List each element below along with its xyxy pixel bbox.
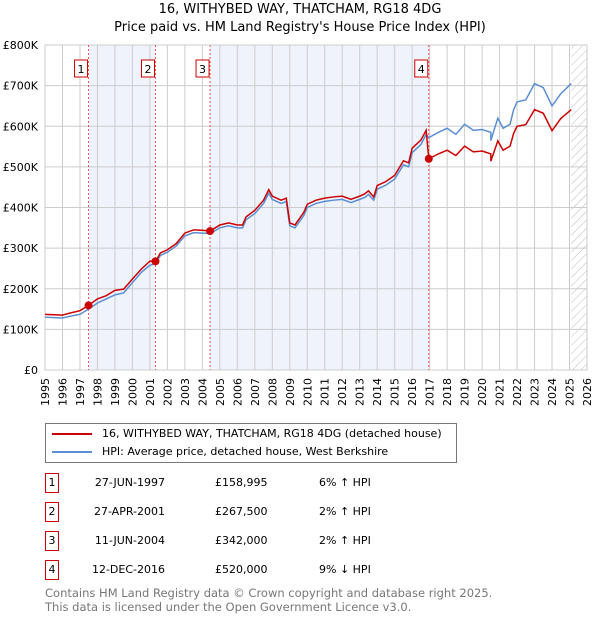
sale-point: [151, 257, 160, 266]
sale-hpi-diff: 2% ↑ HPI: [319, 534, 371, 547]
sale-point: [206, 227, 215, 236]
sale-date: 27-JUN-1997: [94, 476, 165, 489]
x-tick-label: 2019: [459, 378, 472, 406]
sale-hpi-diff: 2% ↑ HPI: [319, 505, 371, 518]
sale-number-badge: 3: [45, 531, 59, 551]
sale-date: 27-APR-2001: [93, 505, 165, 518]
x-tick-label: 2026: [581, 378, 594, 406]
sale-number-badge: 2: [45, 502, 59, 522]
sale-number-box: [414, 59, 429, 78]
sale-number-label: 2: [144, 63, 151, 76]
y-tick-label: £400K: [3, 202, 39, 215]
sale-hpi-diff: 9% ↓ HPI: [319, 563, 371, 576]
sale-price: £520,000: [215, 563, 268, 576]
sale-number-label: 3: [199, 63, 206, 76]
x-tick-label: 2010: [301, 378, 314, 406]
x-tick-label: 1997: [74, 378, 87, 406]
sale-date: 11-JUN-2004: [94, 534, 165, 547]
footer-licence: This data is licensed under the Open Gov…: [45, 600, 412, 614]
legend-label: HPI: Average price, detached house, West…: [102, 445, 389, 458]
x-tick-label: 2022: [511, 378, 524, 406]
legend-swatch-blue: [52, 451, 92, 453]
x-tick-label: 2011: [319, 378, 332, 406]
y-tick-label: £300K: [3, 242, 39, 255]
sale-number-label: 1: [78, 63, 85, 76]
y-tick-label: £700K: [3, 80, 39, 93]
sale-price: £342,000: [215, 534, 268, 547]
x-tick-label: 2003: [179, 378, 192, 406]
x-tick-label: 1995: [39, 378, 52, 406]
x-tick-label: 2007: [249, 378, 262, 406]
y-tick-label: £200K: [3, 283, 39, 296]
x-tick-label: 2002: [161, 378, 174, 406]
sale-row: 3 11-JUN-2004 £342,000 2% ↑ HPI: [45, 531, 445, 553]
y-tick-label: £0: [24, 364, 38, 377]
x-tick-label: 2017: [424, 378, 437, 406]
x-tick-label: 2015: [389, 378, 402, 406]
sale-hpi-diff: 6% ↑ HPI: [319, 476, 371, 489]
sale-price: £267,500: [215, 505, 268, 518]
x-tick-label: 2021: [494, 378, 507, 406]
price-chart: 1995 1996 1997 1998 1999 2000 2001 2002 2003 2004…: [3, 39, 594, 406]
y-tick-label: £500K: [3, 161, 39, 174]
legend-item-property: 16, WITHYBED WAY, THATCHAM, RG18 4DG (de…: [52, 426, 442, 442]
chart-title: 16, WITHYBED WAY, THATCHAM, RG18 4DG: [158, 2, 442, 17]
y-tick-label: £600K: [3, 120, 39, 133]
legend-item-hpi: HPI: Average price, detached house, West…: [52, 444, 388, 460]
y-tick-label: £800K: [3, 39, 39, 52]
sale-number-label: 4: [418, 63, 425, 76]
x-tick-label: 1996: [56, 378, 69, 406]
legend-swatch-red: [52, 433, 92, 435]
plot-frame: [44, 44, 588, 371]
chart-subtitle: Price paid vs. HM Land Registry's House …: [114, 20, 486, 35]
x-tick-label: 2013: [354, 378, 367, 406]
sale-number-badge: 4: [45, 560, 59, 580]
x-tick-label: 2008: [266, 378, 279, 406]
x-tick-label: 2000: [126, 378, 139, 406]
x-tick-label: 1998: [91, 378, 104, 406]
sale-number-badge: 1: [45, 473, 59, 493]
x-tick-label: 2014: [371, 378, 384, 406]
x-tick-label: 2005: [214, 378, 227, 406]
x-tick-label: 2004: [196, 378, 209, 406]
sale-number-box: [195, 59, 210, 78]
sale-date: 12-DEC-2016: [91, 563, 165, 576]
legend: 16, WITHYBED WAY, THATCHAM, RG18 4DG (de…: [45, 423, 457, 463]
x-tick-label: 2018: [441, 378, 454, 406]
x-tick-label: 2012: [336, 378, 349, 406]
x-tick-label: 2024: [546, 378, 559, 406]
sale-number-box: [74, 59, 89, 78]
sale-point: [424, 154, 433, 163]
y-tick-label: £100K: [3, 323, 39, 336]
x-tick-label: 2023: [529, 378, 542, 406]
sale-row: 4 12-DEC-2016 £520,000 9% ↓ HPI: [45, 560, 445, 582]
x-tick-label: 2001: [144, 378, 157, 406]
x-tick-label: 2006: [231, 378, 244, 406]
x-tick-label: 1999: [109, 378, 122, 406]
sale-price: £158,995: [215, 476, 268, 489]
sale-row: 2 27-APR-2001 £267,500 2% ↑ HPI: [45, 502, 445, 524]
x-tick-label: 2016: [406, 378, 419, 406]
x-tick-label: 2009: [284, 378, 297, 406]
x-tick-label: 2025: [564, 378, 577, 406]
sale-point: [84, 301, 93, 310]
sale-number-box: [140, 59, 155, 78]
legend-label: 16, WITHYBED WAY, THATCHAM, RG18 4DG (de…: [102, 427, 442, 440]
x-tick-label: 2020: [476, 378, 489, 406]
sale-row: 1 27-JUN-1997 £158,995 6% ↑ HPI: [45, 473, 445, 495]
footer-copyright: Contains HM Land Registry data © Crown c…: [45, 586, 493, 600]
